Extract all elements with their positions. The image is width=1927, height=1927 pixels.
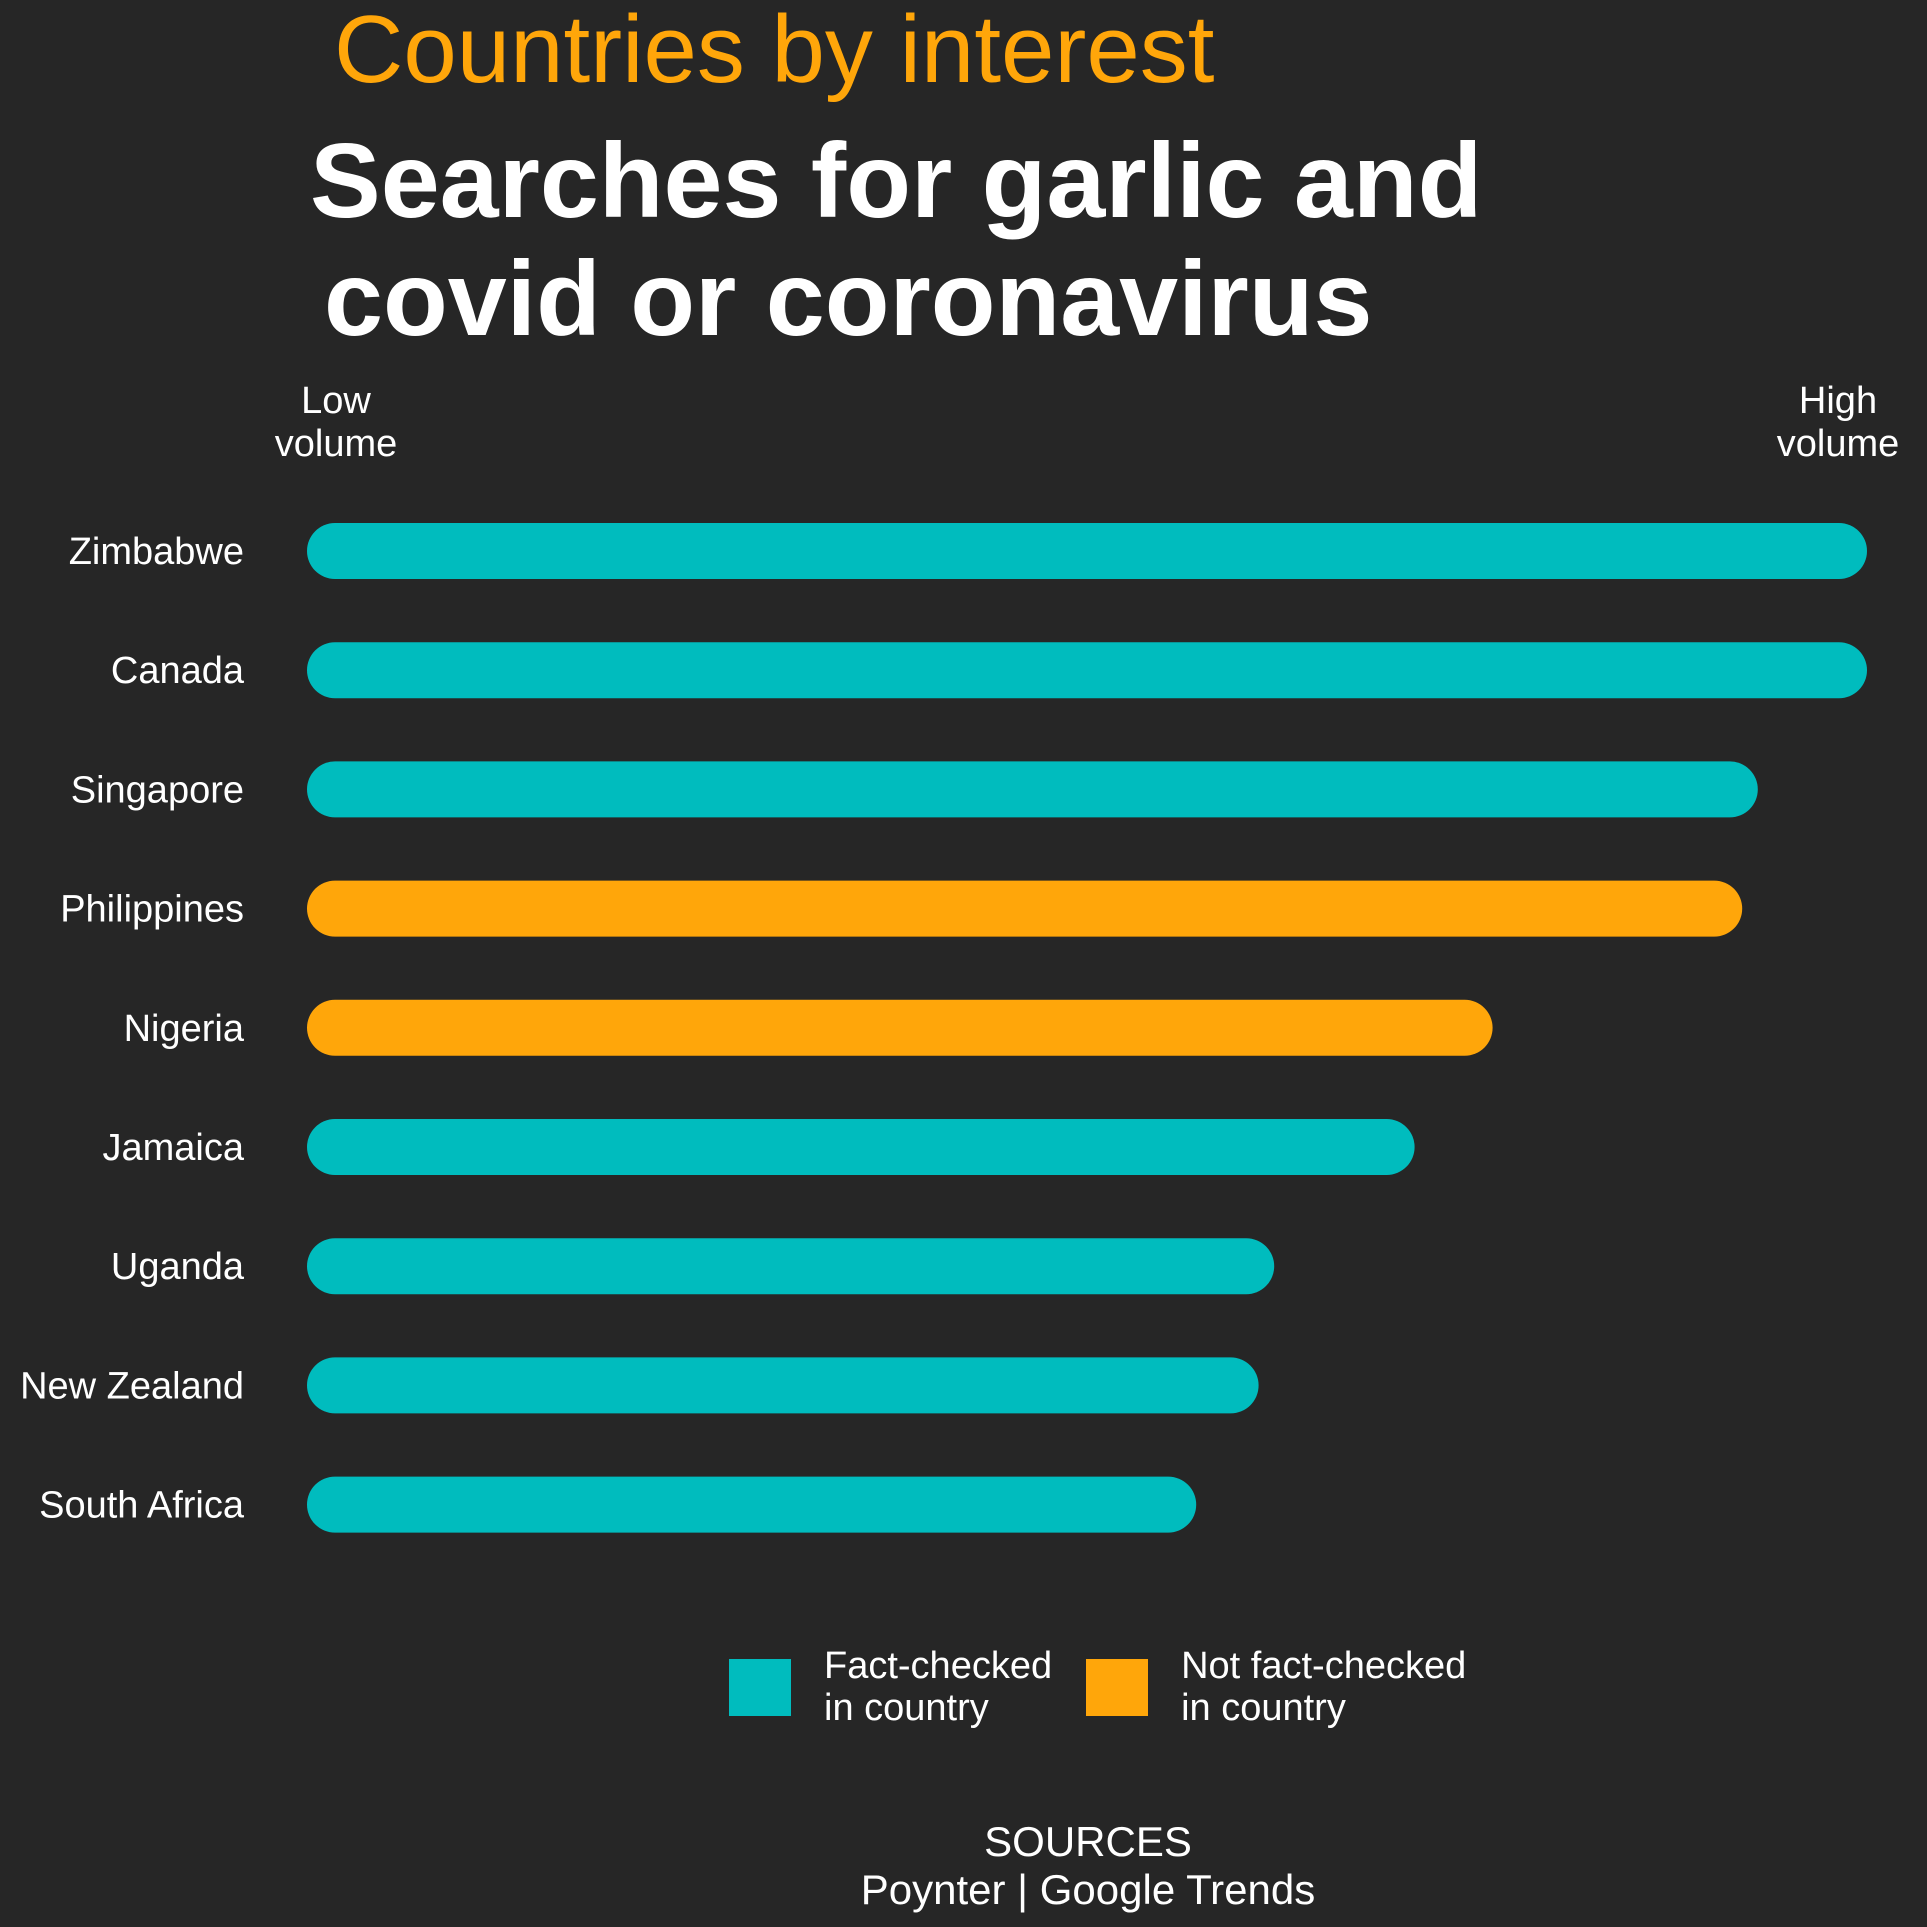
category-label-zimbabwe: Zimbabwe xyxy=(69,531,244,573)
bar-jamaica xyxy=(307,1119,1415,1175)
category-label-canada: Canada xyxy=(111,650,245,692)
legend-swatch-fact-checked xyxy=(729,1658,791,1716)
category-label-singapore: Singapore xyxy=(71,769,244,811)
chart-title-line-1: Searches for garlic and xyxy=(310,122,1483,240)
bar-zimbabwe xyxy=(307,523,1867,579)
scale-high-label: High volume xyxy=(1776,380,1900,465)
bar-philippines xyxy=(307,880,1743,937)
sources: SOURCES Poynter | Google Trends xyxy=(0,1818,1927,1914)
legend-swatch-not-fact-checked xyxy=(1086,1658,1149,1716)
category-label-uganda: Uganda xyxy=(111,1246,245,1288)
legend-item-not-fact-checked: Not fact-checked in country xyxy=(1086,1645,1466,1729)
category-label-new-zealand: New Zealand xyxy=(20,1365,244,1407)
legend-label-fact-checked: Fact-checked in country xyxy=(824,1645,1053,1729)
bar-new-zealand xyxy=(307,1357,1259,1414)
bar-singapore xyxy=(307,761,1758,818)
bar-chart: Zimbabwe Canada Singapore Philippines Nigeri… xyxy=(20,523,1867,1533)
chart-title: Searches for garlic and covid or coronav… xyxy=(310,122,1482,358)
sources-heading: SOURCES xyxy=(984,1818,1192,1865)
legend-item-fact-checked: Fact-checked in country xyxy=(729,1645,1052,1729)
bar-canada xyxy=(307,642,1867,699)
legend-label-not-fact-checked: Not fact-checked in country xyxy=(1181,1645,1467,1729)
category-label-south-africa: South Africa xyxy=(39,1485,245,1527)
bar-south-africa xyxy=(307,1476,1197,1533)
scale-low-label: Low volume xyxy=(274,380,398,465)
sources-text: Poynter | Google Trends xyxy=(860,1866,1316,1913)
category-label-jamaica: Jamaica xyxy=(103,1127,245,1169)
category-label-philippines: Philippines xyxy=(60,889,244,931)
chart-title-line-2: covid or coronavirus xyxy=(324,240,1373,358)
category-label-nigeria: Nigeria xyxy=(124,1008,245,1050)
bar-uganda xyxy=(307,1238,1275,1295)
bar-nigeria xyxy=(307,999,1493,1056)
chart-kicker: Countries by interest xyxy=(334,0,1215,103)
legend: Fact-checked in country Not fact-checked… xyxy=(729,1645,1500,1729)
